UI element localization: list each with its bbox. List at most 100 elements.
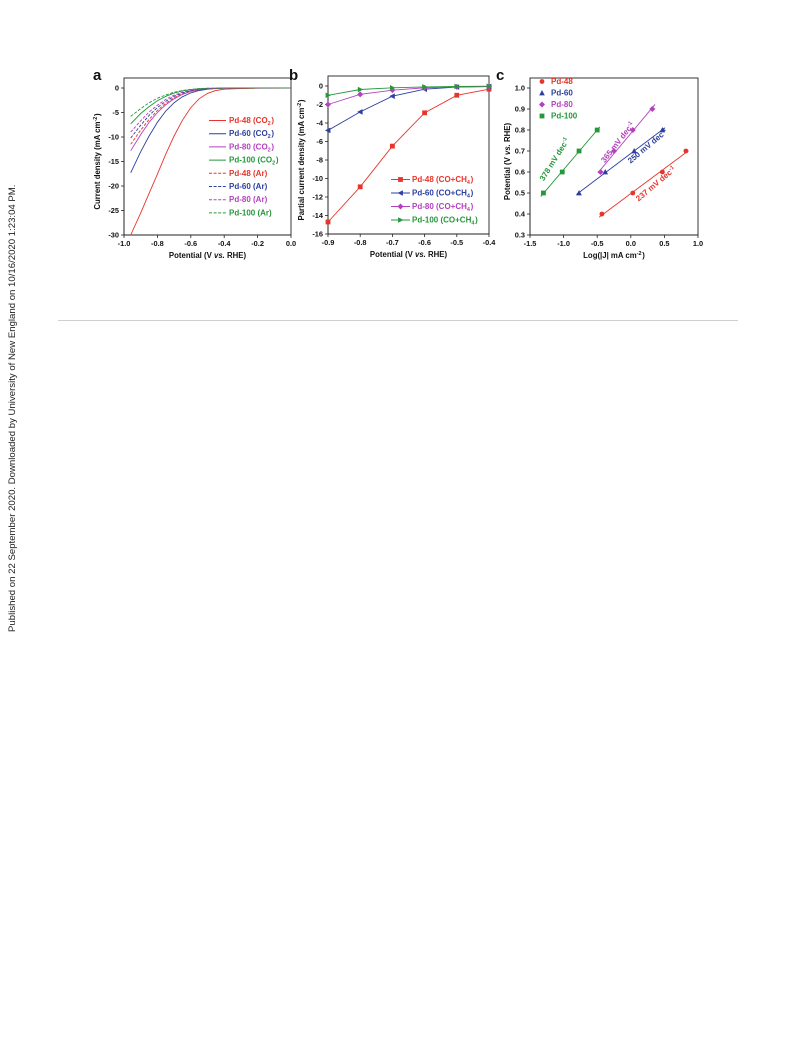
- data-point: [649, 106, 656, 112]
- y-tick-label: 0.5: [515, 189, 525, 198]
- x-tick-label: -0.2: [251, 239, 264, 248]
- x-tick-label: -1.0: [557, 239, 570, 248]
- legend-label: Pd-60 (CO2 ): [229, 129, 274, 140]
- legend-label: Pd-80 (Ar): [229, 195, 268, 204]
- data-point: [602, 169, 609, 175]
- series-line: [130, 87, 292, 133]
- series-line: [327, 86, 490, 105]
- y-tick-label: 1.0: [515, 84, 525, 93]
- data-point: [390, 143, 395, 149]
- y-tick-label: -6: [316, 137, 323, 146]
- data-point: [422, 84, 428, 90]
- legend-marker: [539, 90, 545, 96]
- data-point: [611, 148, 617, 154]
- x-axis-label: Potential (V vs. RHE): [370, 250, 448, 259]
- data-point: [629, 127, 636, 133]
- data-point: [389, 93, 395, 99]
- y-tick-label: -8: [316, 156, 323, 165]
- data-point: [659, 169, 665, 175]
- legend-label: Pd-48 (Ar): [229, 169, 268, 178]
- legend-label: Pd-60 (CO+CH4 ): [412, 189, 474, 200]
- y-tick-label: 0.8: [515, 126, 525, 135]
- legend-label: Pd-100 (CO2 ): [229, 156, 279, 167]
- data-point: [357, 109, 363, 115]
- series-line: [327, 88, 490, 223]
- series-line: [130, 87, 292, 236]
- chart-panel-c: c -1.5 -1.0 -0.5 0.0 0.5 1.0 1.0 0.9 0.8 0.7 0.6 0.5…: [496, 67, 703, 260]
- y-tick-label: -4: [316, 119, 323, 128]
- series-line: [327, 85, 490, 96]
- data-point: [486, 83, 492, 89]
- panel-letter-b: b: [289, 67, 298, 84]
- legend-marker: [397, 190, 403, 196]
- y-axis-label: Current density (mA cm-2 ): [93, 113, 102, 210]
- y-axis-label: Potential (V vs. RHE): [503, 123, 512, 201]
- x-tick-label: -1.5: [524, 239, 537, 248]
- x-tick-label: -0.4: [218, 239, 232, 248]
- legend-label: Pd-48 (CO+CH4 ): [412, 175, 474, 186]
- x-tick-label: -0.6: [184, 239, 197, 248]
- y-tick-label: 0.7: [515, 147, 525, 156]
- fit-line: [576, 127, 666, 195]
- legend-label: Pd-80 (CO2 ): [229, 142, 274, 153]
- y-tick-label: -15: [108, 157, 119, 166]
- data-point: [357, 184, 363, 190]
- x-tick-label: -0.6: [418, 238, 431, 247]
- legend-label: Pd-48 (CO2 ): [229, 116, 274, 127]
- y-tick-label: -16: [312, 230, 323, 239]
- legend-label: Pd-80: [551, 100, 573, 109]
- x-tick-label: -0.7: [386, 238, 399, 247]
- data-point: [541, 190, 546, 196]
- y-axis-label: Partial current density (mA cm-2 ): [297, 99, 306, 220]
- panel-letter-a: a: [93, 67, 102, 84]
- data-point: [325, 219, 331, 225]
- y-tick-label: -14: [312, 211, 324, 220]
- x-tick-label: -0.9: [322, 238, 335, 247]
- x-tick-label: 0.0: [626, 239, 636, 248]
- y-tick-label: 0.4: [515, 210, 526, 219]
- data-point: [576, 148, 582, 154]
- legend-label: Pd-48: [551, 77, 573, 86]
- x-tick-label: -1.0: [118, 239, 131, 248]
- data-point: [454, 83, 460, 90]
- x-tick-label: 0.5: [659, 239, 669, 248]
- data-point: [631, 148, 637, 154]
- plot-frame: [327, 75, 490, 235]
- legend-label: Pd-60: [551, 89, 573, 98]
- x-axis-label: Potential (V vs. RHE): [169, 251, 247, 260]
- data-point: [683, 148, 689, 154]
- legend-marker: [398, 217, 404, 223]
- side-note: Published on 22 September 2020. Download…: [0, 0, 26, 1039]
- data-point: [630, 190, 636, 196]
- x-tick-label: -0.8: [151, 239, 164, 248]
- y-tick-label: -10: [108, 133, 119, 142]
- x-tick-label: -0.8: [354, 238, 367, 247]
- fit-line: [597, 104, 656, 174]
- y-tick-label: 0.9: [515, 105, 525, 114]
- legend-marker: [539, 79, 545, 84]
- data-point: [559, 169, 565, 175]
- series-line: [327, 86, 490, 131]
- y-tick-label: -5: [112, 108, 119, 117]
- legend-label: Pd-100 (CO+CH4 ): [412, 216, 478, 227]
- legend-marker: [539, 113, 545, 119]
- y-tick-label: -12: [312, 193, 323, 202]
- legend-marker: [397, 203, 404, 210]
- legend-marker: [539, 101, 545, 108]
- chart-panel-a: a -1.0 -0.8 -0.6 -0.4 -0.2 0.0 0 -5 -10 -15 -20 -25 -…: [93, 67, 296, 260]
- y-tick-label: -10: [312, 174, 323, 183]
- x-tick-label: 0.0: [286, 239, 296, 248]
- x-tick-label: -0.5: [591, 239, 604, 248]
- data-point: [357, 86, 364, 93]
- data-point: [325, 101, 331, 108]
- fit-annotation: 237 mV dec-1: [634, 164, 678, 203]
- y-tick-label: -2: [316, 100, 323, 109]
- y-tick-label: -25: [108, 206, 119, 215]
- fit-annotation: 378 mV dec-1: [538, 136, 572, 183]
- legend-label: Pd-80 (CO+CH4 ): [412, 202, 474, 213]
- legend-label: Pd-100 (Ar): [229, 208, 272, 217]
- data-point: [454, 92, 460, 98]
- data-point: [390, 85, 396, 91]
- legend-marker: [398, 177, 403, 182]
- data-point: [325, 127, 331, 134]
